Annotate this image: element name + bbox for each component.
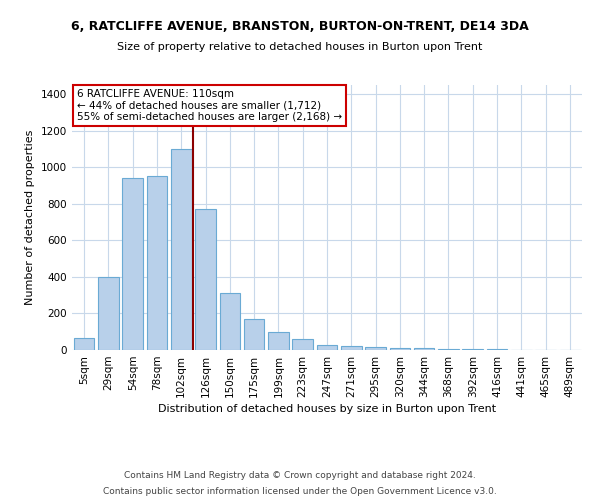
Bar bbox=[463, 349, 483, 350]
Text: 6, RATCLIFFE AVENUE, BRANSTON, BURTON-ON-TRENT, DE14 3DA: 6, RATCLIFFE AVENUE, BRANSTON, BURTON-ON… bbox=[71, 20, 529, 33]
Bar bbox=[122, 178, 143, 350]
Bar bbox=[74, 338, 94, 350]
Bar bbox=[146, 176, 167, 350]
Text: Size of property relative to detached houses in Burton upon Trent: Size of property relative to detached ho… bbox=[118, 42, 482, 52]
Bar bbox=[365, 348, 386, 350]
Y-axis label: Number of detached properties: Number of detached properties bbox=[25, 130, 35, 305]
Bar bbox=[171, 149, 191, 350]
Bar bbox=[220, 294, 240, 350]
Bar bbox=[292, 339, 313, 350]
Text: Contains HM Land Registry data © Crown copyright and database right 2024.: Contains HM Land Registry data © Crown c… bbox=[124, 472, 476, 480]
Bar bbox=[438, 348, 459, 350]
Bar bbox=[317, 344, 337, 350]
Bar bbox=[414, 348, 434, 350]
Bar bbox=[244, 319, 265, 350]
Bar bbox=[341, 346, 362, 350]
Text: Contains public sector information licensed under the Open Government Licence v3: Contains public sector information licen… bbox=[103, 486, 497, 496]
Text: 6 RATCLIFFE AVENUE: 110sqm
← 44% of detached houses are smaller (1,712)
55% of s: 6 RATCLIFFE AVENUE: 110sqm ← 44% of deta… bbox=[77, 89, 342, 122]
X-axis label: Distribution of detached houses by size in Burton upon Trent: Distribution of detached houses by size … bbox=[158, 404, 496, 414]
Bar bbox=[195, 210, 216, 350]
Bar bbox=[389, 348, 410, 350]
Bar bbox=[268, 332, 289, 350]
Bar bbox=[98, 277, 119, 350]
